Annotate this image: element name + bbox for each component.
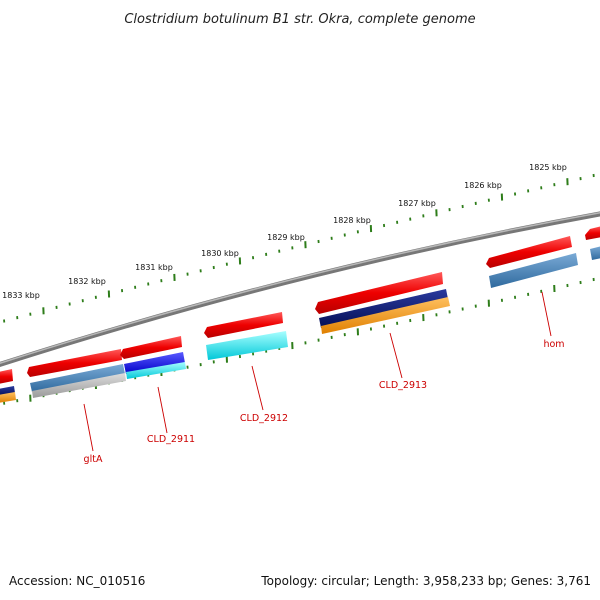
outer-tick-marks bbox=[3, 173, 595, 323]
gene-label-lines bbox=[83, 291, 552, 452]
tick-label-1827kbp: 1827 kbp bbox=[398, 199, 436, 208]
cds-forward-arrow bbox=[315, 272, 443, 314]
backbone bbox=[0, 211, 600, 368]
feature-bar bbox=[32, 373, 126, 398]
feature-bar bbox=[124, 352, 185, 374]
tick-label-1828kbp: 1828 kbp bbox=[333, 216, 371, 225]
gene-CLD_2913[interactable] bbox=[315, 272, 450, 334]
gene-label-CLD_2913: CLD_2913 bbox=[379, 380, 427, 391]
backbone-highlight bbox=[0, 211, 600, 364]
feature-bar bbox=[126, 362, 186, 379]
tick-label-1833kbp: 1833 kbp bbox=[2, 291, 40, 300]
gene-gltA[interactable] bbox=[27, 349, 126, 398]
tick-label-1825kbp: 1825 kbp bbox=[529, 163, 567, 172]
edge-features-right bbox=[585, 226, 600, 260]
accession-text: Accession: NC_010516 bbox=[9, 574, 146, 588]
cds-forward-arrow bbox=[486, 236, 572, 268]
feature-bar bbox=[489, 253, 578, 288]
gene-label-CLD_2911: CLD_2911 bbox=[147, 434, 195, 445]
tick-label-1830kbp: 1830 kbp bbox=[201, 249, 239, 258]
feature-bar bbox=[30, 364, 125, 392]
feature-bar bbox=[321, 297, 450, 334]
gene-label-hom: hom bbox=[543, 339, 564, 350]
gene-CLD_2911[interactable] bbox=[120, 336, 186, 379]
cds-forward-arrow bbox=[120, 336, 182, 359]
edge-features-left bbox=[0, 369, 16, 403]
feature-tracks bbox=[0, 226, 600, 403]
cds-forward-arrow bbox=[27, 349, 122, 377]
gene-label-gltA: gltA bbox=[84, 454, 103, 465]
gene-hom[interactable] bbox=[486, 236, 578, 288]
tick-label-1829kbp: 1829 kbp bbox=[267, 233, 305, 242]
tick-label-1832kbp: 1832 kbp bbox=[68, 277, 106, 286]
feature-bar bbox=[319, 289, 448, 328]
tick-label-1826kbp: 1826 kbp bbox=[464, 181, 502, 190]
feature-bar bbox=[206, 331, 288, 360]
genome-summary-text: Topology: circular; Length: 3,958,233 bp… bbox=[261, 574, 591, 588]
tick-label-1831kbp: 1831 kbp bbox=[135, 263, 173, 272]
gene-label-CLD_2912: CLD_2912 bbox=[240, 413, 288, 424]
gene-CLD_2912[interactable] bbox=[204, 312, 288, 360]
map-title: Clostridium botulinum B1 str. Okra, comp… bbox=[124, 12, 475, 27]
cds-forward-arrow bbox=[204, 312, 283, 338]
